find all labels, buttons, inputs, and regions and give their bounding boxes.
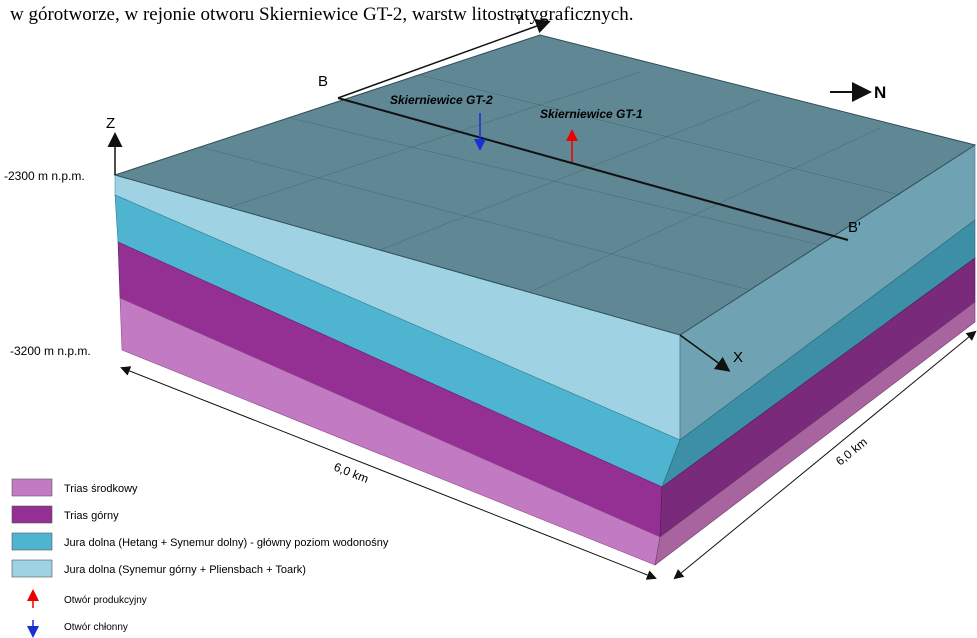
x-axis-label: X: [733, 349, 743, 366]
z-axis-label: Z: [106, 115, 115, 132]
injection-well-label: Skierniewice GT-2: [390, 93, 493, 107]
caption: w górotworze, w rejonie otworu Skierniew…: [10, 4, 633, 25]
legend-label: Otwór produkcyjny: [64, 595, 147, 606]
legend-label: Jura dolna (Synemur górny + Pliensbach +…: [64, 564, 306, 576]
legend-label: Jura dolna (Hetang + Synemur dolny) - gł…: [64, 537, 389, 549]
legend: Trias środkowy Trias górny Jura dolna (H…: [12, 479, 389, 635]
legend-label: Trias środkowy: [64, 483, 138, 495]
legend-label: Otwór chłonny: [64, 622, 128, 633]
north-label: N: [874, 83, 886, 102]
side-dimension-label: 6,0 km: [833, 435, 870, 469]
production-well-label: Skierniewice GT-1: [540, 107, 643, 121]
legend-swatch: [12, 560, 52, 577]
legend-swatch: [12, 506, 52, 523]
legend-swatch: [12, 479, 52, 496]
section-end: B': [848, 219, 861, 236]
legend-label: Trias górny: [64, 510, 119, 522]
legend-swatch: [12, 533, 52, 550]
depth-bottom: -3200 m n.p.m.: [10, 344, 91, 358]
depth-top: -2300 m n.p.m.: [4, 169, 85, 183]
section-start: B: [318, 73, 328, 90]
block-diagram: w górotworze, w rejonie otworu Skierniew…: [0, 0, 977, 638]
y-axis-label: Y: [514, 11, 524, 28]
